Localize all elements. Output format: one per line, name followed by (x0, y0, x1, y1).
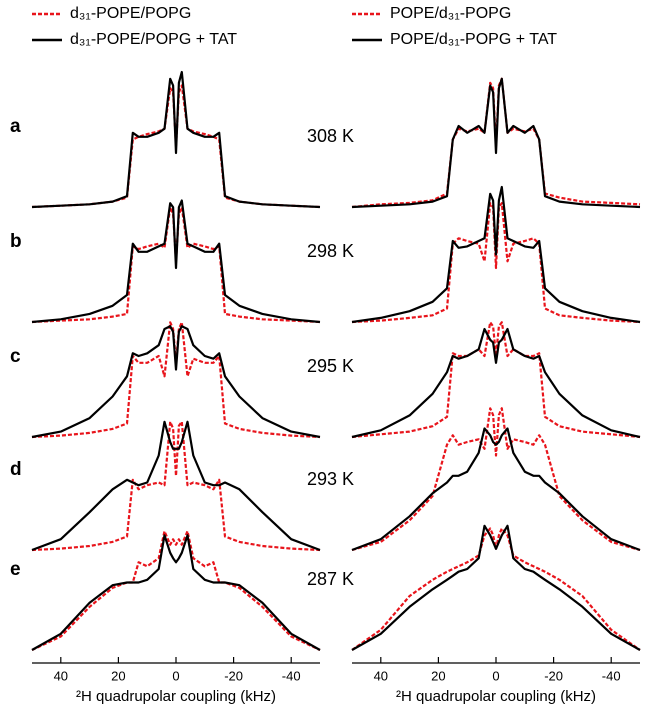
panel-label: d (10, 459, 22, 480)
spectrum (351, 327, 641, 439)
spectrum (351, 202, 641, 324)
spectrum (31, 420, 321, 552)
panel-label: c (10, 346, 21, 367)
temperature: 287 K (307, 569, 354, 589)
spectrum (351, 427, 641, 552)
x-axis-label: ²H quadrupolar coupling (kHz) (76, 688, 276, 705)
x-tick-label: 0 (492, 668, 499, 683)
panel-label: b (10, 231, 22, 252)
spectrum (31, 199, 321, 324)
temperature: 295 K (307, 356, 354, 376)
x-tick-label: -20 (224, 668, 243, 683)
x-tick-label: -20 (544, 668, 563, 683)
panel-label: a (10, 116, 21, 137)
x-tick-label: -40 (602, 668, 621, 683)
spectrum (31, 420, 321, 552)
spectrum (351, 77, 641, 209)
legend-label: POPE/d₃₁-POPG (390, 5, 511, 22)
spectrum (31, 534, 321, 651)
panel-label: e (10, 559, 21, 580)
legend-label: d₃₁-POPE/POPG (70, 5, 191, 22)
spectrum (31, 321, 321, 439)
x-tick-label: 20 (111, 668, 125, 683)
legend-label: d₃₁-POPE/POPG + TAT (70, 31, 237, 48)
spectrum (351, 185, 641, 324)
spectrum (31, 70, 321, 209)
spectrum (351, 321, 641, 439)
x-tick-label: 40 (54, 668, 68, 683)
temperature: 298 K (307, 241, 354, 261)
x-tick-label: 40 (374, 668, 388, 683)
spectrum (351, 407, 641, 552)
temperature: 308 K (307, 126, 354, 146)
legend-label: POPE/d₃₁-POPG + TAT (390, 31, 557, 48)
x-tick-label: 20 (431, 668, 445, 683)
x-axis-label: ²H quadrupolar coupling (kHz) (396, 688, 596, 705)
x-tick-label: -40 (282, 668, 301, 683)
spectrum (31, 530, 321, 651)
spectrum (31, 325, 321, 439)
temperature: 293 K (307, 469, 354, 489)
spectrum (351, 524, 641, 651)
x-tick-label: 0 (172, 668, 179, 683)
